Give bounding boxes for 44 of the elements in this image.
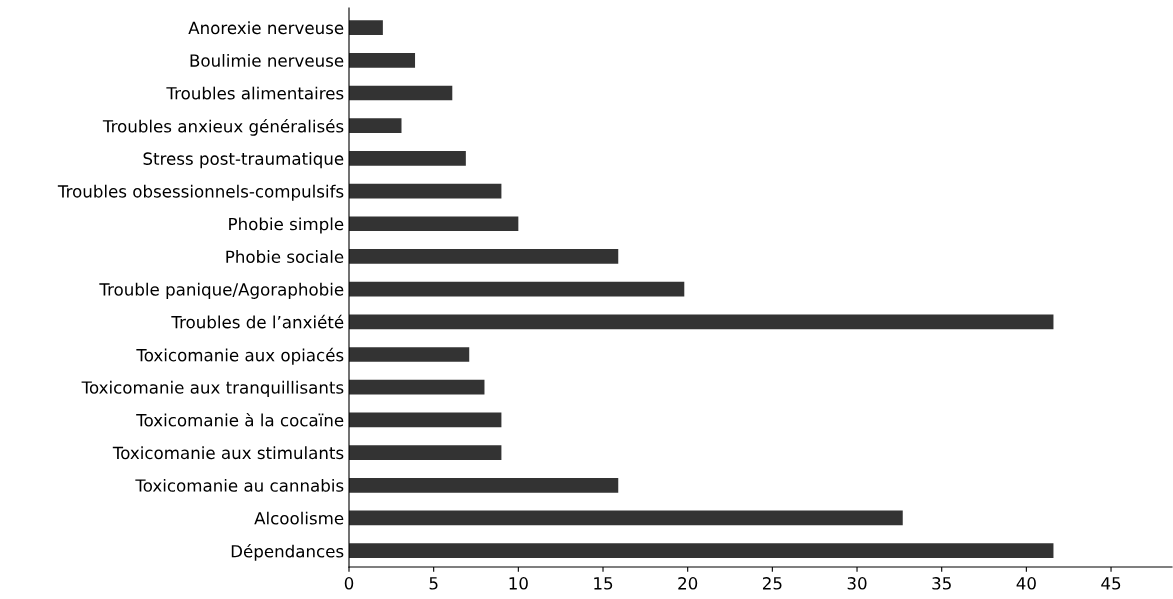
y-tick-label: Toxicomanie à la cocaïne [136,412,344,427]
y-tick-label: Boulimie nerveuse [190,53,344,67]
y-tick-label: Toxicomanie aux stimulants [112,446,344,460]
y-tick-label: Troubles de l’anxiété [171,314,344,329]
y-tick-label: Dépendances [231,543,344,561]
x-tick-label: 20 [678,577,698,590]
x-tick-label: 0 [344,577,354,590]
bar [349,216,519,232]
x-tick-label: 35 [932,577,951,590]
bar [349,118,402,134]
bar [349,85,453,101]
bar [349,52,416,68]
x-tick-label: 40 [1016,577,1036,590]
y-tick-label: Phobie sociale [226,250,344,264]
bar [349,249,619,264]
x-tick-label: 10 [509,577,528,590]
bar [349,347,470,362]
bar [349,543,1054,559]
bar [349,379,485,395]
y-tick-label: Stress post-traumatique [143,152,344,169]
bar [349,151,466,166]
bar [349,314,1054,330]
x-tick-label: 5 [429,577,438,590]
bar [349,183,502,199]
y-tick-label: Toxicomanie au cannabis [135,478,344,492]
y-tick-label: Trouble panique/Agoraphobie [99,282,344,299]
bar [349,412,502,428]
bar [349,281,685,297]
y-tick-label: Alcoolisme [254,511,344,525]
x-tick-label: 30 [847,577,867,590]
y-tick-label: Phobie simple [229,217,344,234]
bar [349,510,903,526]
y-tick-label: Toxicomanie aux opiacés [136,347,344,365]
y-tick-label: Troubles anxieux généralisés [102,119,344,136]
x-tick-label: 45 [1101,577,1121,590]
bar [349,20,383,35]
y-tick-label: Anorexie nerveuse [188,21,344,35]
y-tick-label: Troubles obsessionnels-compulsifs [57,184,344,201]
bar [349,477,619,493]
x-tick-label: 25 [762,577,782,590]
x-tick-label: 15 [594,577,613,590]
y-tick-label: Toxicomanie aux tranquillisants [81,380,344,397]
y-tick-label: Troubles alimentaires [166,86,344,100]
bar [349,445,502,460]
